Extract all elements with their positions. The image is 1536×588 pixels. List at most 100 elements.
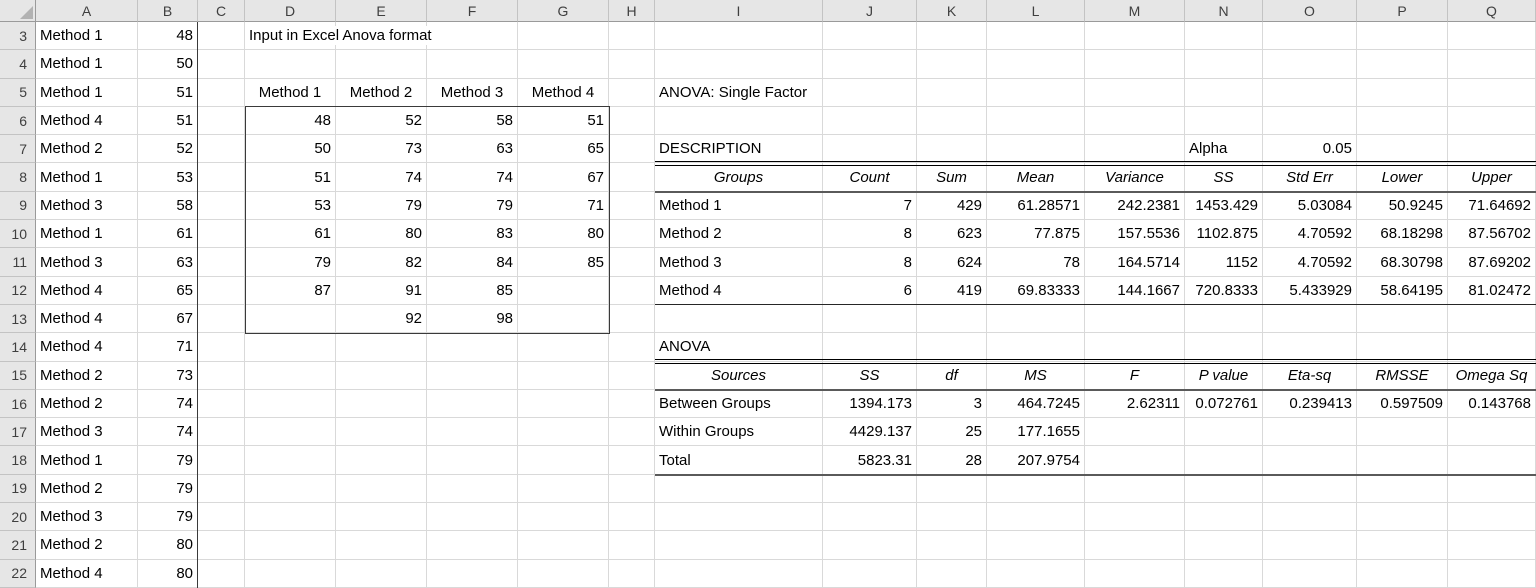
cell-A19[interactable]: Method 2	[36, 474, 138, 504]
cell-C7[interactable]	[198, 135, 245, 164]
cell-N8[interactable]: SS	[1185, 163, 1263, 192]
cell-A11[interactable]: Method 3	[36, 248, 138, 277]
cell-G22[interactable]	[518, 559, 609, 588]
cell-J22[interactable]	[823, 559, 917, 588]
cell-K14[interactable]	[917, 333, 987, 362]
col-header-H[interactable]: H	[609, 0, 655, 22]
cell-N22[interactable]	[1185, 559, 1263, 588]
cell-B17[interactable]: 74	[138, 418, 198, 447]
cell-H6[interactable]	[609, 106, 655, 136]
cell-I22[interactable]	[655, 559, 823, 588]
cell-E22[interactable]	[336, 559, 427, 588]
cell-K22[interactable]	[917, 559, 987, 588]
select-all-corner[interactable]	[0, 0, 36, 22]
cell-J17[interactable]: 4429.137	[823, 418, 917, 447]
cell-L6[interactable]	[987, 106, 1085, 136]
cell-B14[interactable]: 71	[138, 333, 198, 362]
cell-C15[interactable]	[198, 361, 245, 390]
cell-P6[interactable]	[1357, 106, 1448, 136]
row-header-21[interactable]: 21	[0, 531, 36, 560]
cell-B6[interactable]: 51	[138, 106, 198, 136]
cell-N21[interactable]	[1185, 531, 1263, 560]
cell-D13[interactable]	[245, 304, 336, 334]
row-header-12[interactable]: 12	[0, 276, 36, 305]
cell-K9[interactable]: 429	[917, 191, 987, 221]
cell-L13[interactable]	[987, 304, 1085, 334]
cell-D11[interactable]: 79	[245, 248, 336, 277]
cell-P11[interactable]: 68.30798	[1357, 248, 1448, 277]
cell-M5[interactable]	[1085, 78, 1185, 107]
cell-N15[interactable]: P value	[1185, 361, 1263, 390]
cell-K13[interactable]	[917, 304, 987, 334]
cell-H3[interactable]	[609, 22, 655, 51]
cell-H8[interactable]	[609, 163, 655, 192]
cell-D21[interactable]	[245, 531, 336, 560]
cell-I13[interactable]	[655, 304, 823, 334]
cell-G18[interactable]	[518, 446, 609, 475]
cell-C12[interactable]	[198, 276, 245, 305]
cell-F11[interactable]: 84	[427, 248, 518, 277]
cell-L12[interactable]: 69.83333	[987, 276, 1085, 305]
cell-Q20[interactable]	[1448, 503, 1536, 532]
cell-I4[interactable]	[655, 50, 823, 79]
cell-E21[interactable]	[336, 531, 427, 560]
cell-K21[interactable]	[917, 531, 987, 560]
row-header-14[interactable]: 14	[0, 333, 36, 362]
col-header-Q[interactable]: Q	[1448, 0, 1536, 22]
cell-P5[interactable]	[1357, 78, 1448, 107]
cell-E15[interactable]	[336, 361, 427, 390]
cell-B10[interactable]: 61	[138, 220, 198, 249]
row-header-8[interactable]: 8	[0, 163, 36, 192]
cell-F18[interactable]	[427, 446, 518, 475]
cell-F7[interactable]: 63	[427, 135, 518, 164]
cell-B20[interactable]: 79	[138, 503, 198, 532]
col-header-E[interactable]: E	[336, 0, 427, 22]
col-header-K[interactable]: K	[917, 0, 987, 22]
cell-G11[interactable]: 85	[518, 248, 609, 277]
cell-C17[interactable]	[198, 418, 245, 447]
cell-C8[interactable]	[198, 163, 245, 192]
cell-I12[interactable]: Method 4	[655, 276, 823, 305]
cell-L10[interactable]: 77.875	[987, 220, 1085, 249]
cell-G20[interactable]	[518, 503, 609, 532]
cell-P9[interactable]: 50.9245	[1357, 191, 1448, 221]
cell-L19[interactable]	[987, 474, 1085, 504]
cell-E5[interactable]: Method 2	[336, 78, 427, 107]
row-header-15[interactable]: 15	[0, 361, 36, 390]
cell-H4[interactable]	[609, 50, 655, 79]
cell-L9[interactable]: 61.28571	[987, 191, 1085, 221]
cell-C13[interactable]	[198, 304, 245, 334]
cell-K15[interactable]: df	[917, 361, 987, 390]
cell-I11[interactable]: Method 3	[655, 248, 823, 277]
cell-H18[interactable]	[609, 446, 655, 475]
cell-O14[interactable]	[1263, 333, 1357, 362]
cell-H7[interactable]	[609, 135, 655, 164]
cell-B5[interactable]: 51	[138, 78, 198, 107]
cell-D18[interactable]	[245, 446, 336, 475]
cell-I5[interactable]: ANOVA: Single Factor	[655, 78, 823, 107]
cell-N9[interactable]: 1453.429	[1185, 191, 1263, 221]
cell-H14[interactable]	[609, 333, 655, 362]
cell-D16[interactable]	[245, 389, 336, 419]
cell-M11[interactable]: 164.5714	[1085, 248, 1185, 277]
cell-Q21[interactable]	[1448, 531, 1536, 560]
cell-Q13[interactable]	[1448, 304, 1536, 334]
cell-E14[interactable]	[336, 333, 427, 362]
row-header-22[interactable]: 22	[0, 559, 36, 588]
cell-F10[interactable]: 83	[427, 220, 518, 249]
cell-N17[interactable]	[1185, 418, 1263, 447]
cell-Q18[interactable]	[1448, 446, 1536, 475]
cell-M12[interactable]: 144.1667	[1085, 276, 1185, 305]
cell-M18[interactable]	[1085, 446, 1185, 475]
cell-F22[interactable]	[427, 559, 518, 588]
cell-N11[interactable]: 1152	[1185, 248, 1263, 277]
cell-D20[interactable]	[245, 503, 336, 532]
cell-F21[interactable]	[427, 531, 518, 560]
cell-J11[interactable]: 8	[823, 248, 917, 277]
cell-O8[interactable]: Std Err	[1263, 163, 1357, 192]
col-header-F[interactable]: F	[427, 0, 518, 22]
cell-F3[interactable]	[427, 22, 518, 51]
cell-P18[interactable]	[1357, 446, 1448, 475]
cell-O21[interactable]	[1263, 531, 1357, 560]
col-header-A[interactable]: A	[36, 0, 138, 22]
